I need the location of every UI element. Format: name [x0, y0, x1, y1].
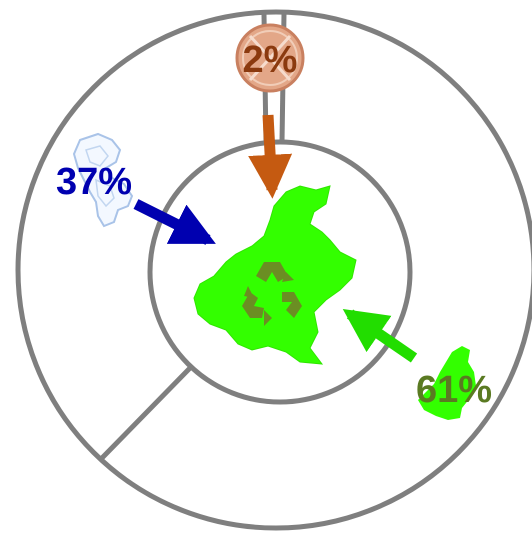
flow-left-label: 37%	[56, 161, 132, 203]
veneto-region-icon	[418, 346, 476, 420]
outer-ring	[15, 9, 532, 531]
arrow-right	[342, 309, 418, 363]
italy-map-icon	[72, 132, 134, 228]
copper-crossed-circle-icon	[235, 23, 305, 93]
divider-bottom-left	[100, 366, 192, 460]
recycle-icon	[242, 262, 302, 326]
arrow-left	[133, 199, 216, 245]
flow-top-label: 2%	[243, 39, 298, 81]
inner-ring	[147, 139, 413, 405]
flow-right-label: 61%	[416, 369, 492, 411]
arrow-top	[248, 114, 293, 199]
